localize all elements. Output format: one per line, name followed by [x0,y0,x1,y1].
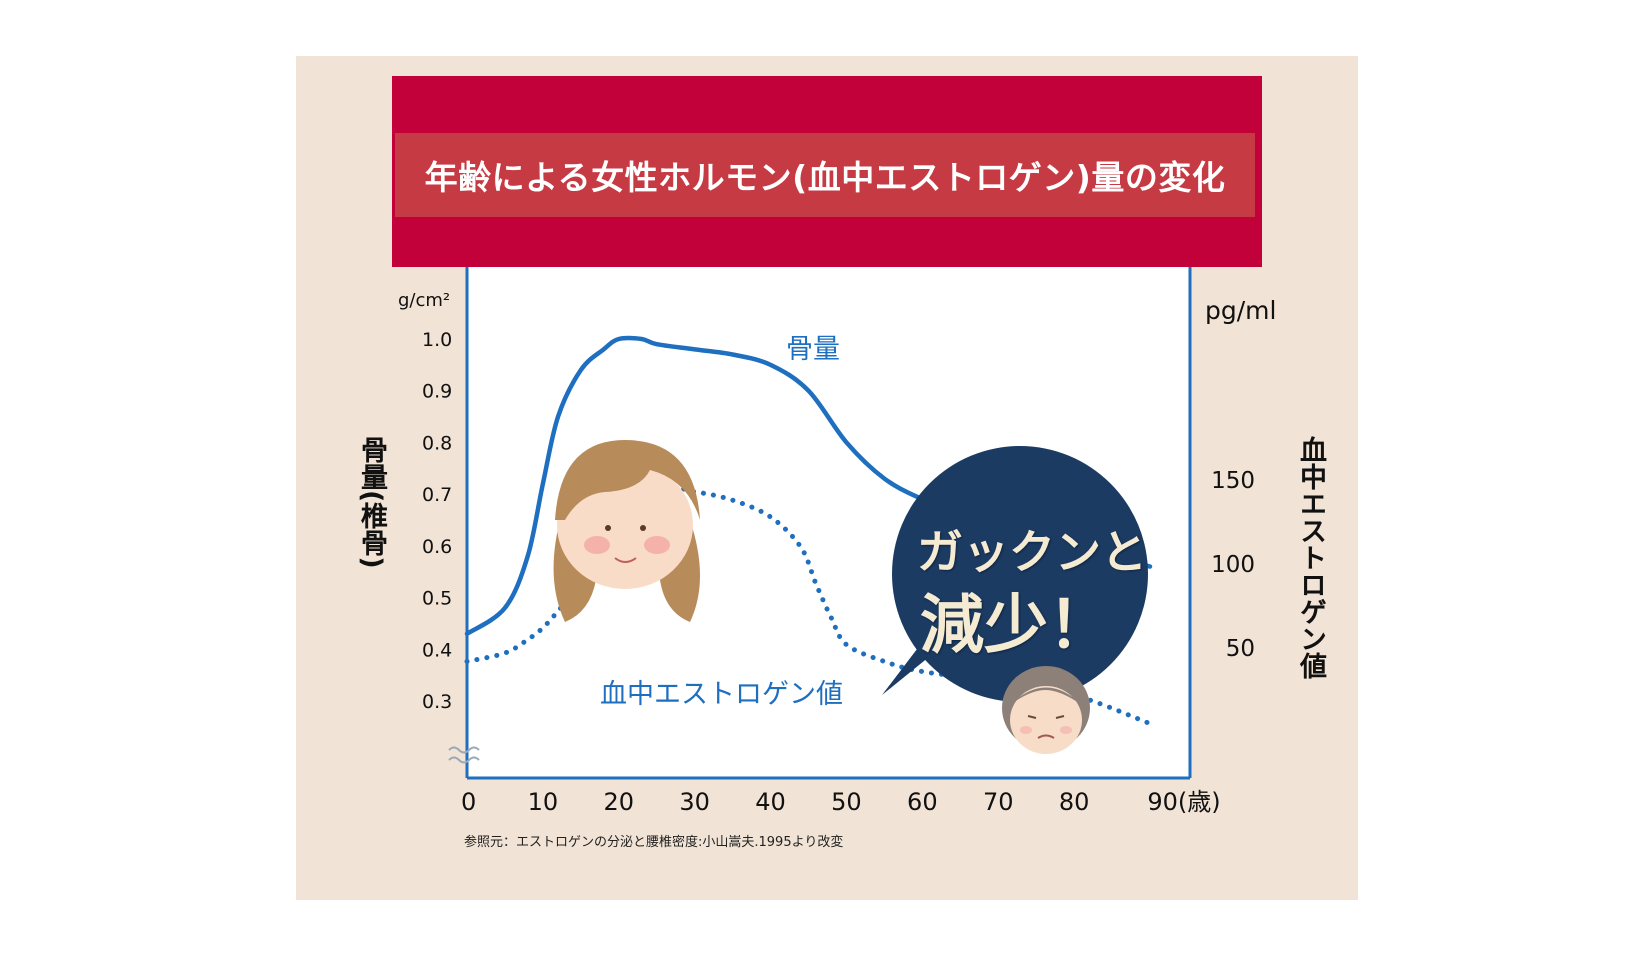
right-y-tick-labels: 150 100 50 [1211,468,1255,662]
estrogen-line [464,483,1153,727]
chart-title-bar: 年齢による女性ホルモン(血中エストロゲン)量の変化 [395,133,1255,217]
x-tick-label: 20 [604,788,635,816]
right-y-tick-label: 150 [1211,468,1255,494]
right-y-tick-label: 100 [1211,552,1255,578]
left-y-tick-label: 0.7 [422,484,452,506]
left-y-tick-label: 0.6 [422,536,452,558]
source-note: 参照元：エストロゲンの分泌と腰椎密度:小山嵩夫.1995より改変 [464,835,844,850]
left-y-tick-label: 0.4 [422,639,452,661]
left-y-axis-label: 骨量(椎骨) [356,436,387,569]
right-y-axis-label: 血中エストロゲン値 [1295,436,1326,679]
left-y-tick-label: 1.0 [422,329,452,351]
axis-break-icon [448,746,480,764]
x-tick-label: 0 [461,788,476,816]
chart-title: 年齢による女性ホルモン(血中エストロゲン)量の変化 [424,158,1226,197]
right-y-tick-label: 50 [1226,636,1255,662]
young-woman-face-icon [553,440,700,622]
x-tick-label: 30 [679,788,710,816]
x-tick-label: 90(歳) [1147,788,1220,816]
x-tick-label: 60 [907,788,938,816]
x-tick-label: 40 [755,788,786,816]
emphasis-bubble [882,446,1148,702]
left-y-tick-label: 0.5 [422,588,452,610]
left-y-tick-labels: 1.0 0.9 0.8 0.7 0.6 0.5 0.4 0.3 [422,329,452,713]
left-y-unit: g/cm² [398,290,451,311]
estrogen-series-label: 血中エストロゲン値 [600,679,843,710]
right-y-unit: pg/ml [1205,296,1277,325]
x-tick-label: 50 [831,788,862,816]
bubble-text-line1: ガックンと [917,525,1147,579]
bubble-text-line2: 減少！ [920,588,1112,663]
left-y-tick-label: 0.9 [422,381,452,403]
left-y-tick-label: 0.8 [422,432,452,454]
x-tick-label: 70 [983,788,1014,816]
x-tick-labels: 0 10 20 30 40 50 60 70 80 90(歳) [461,788,1221,816]
left-y-tick-label: 0.3 [422,691,452,713]
elderly-woman-face-icon [1002,666,1090,754]
x-tick-label: 10 [528,788,559,816]
bone-mass-series-label: 骨量 [786,334,840,365]
x-tick-label: 80 [1059,788,1090,816]
